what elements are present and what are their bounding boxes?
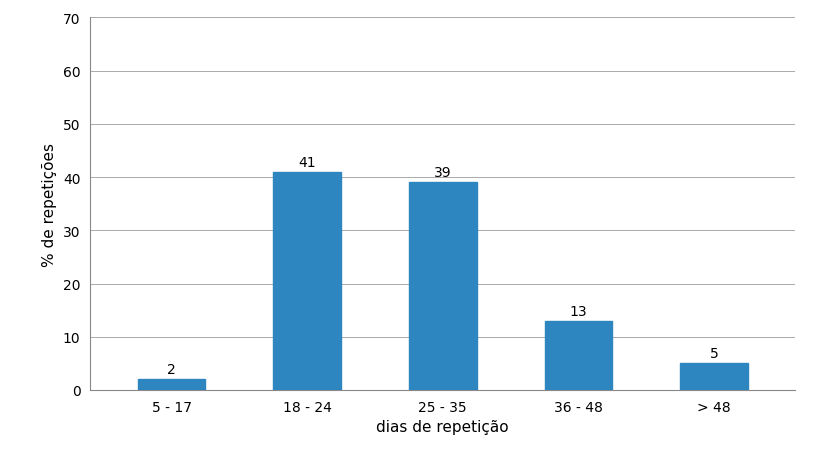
X-axis label: dias de repetição: dias de repetição [376,420,509,434]
Text: 39: 39 [433,166,451,180]
Text: 13: 13 [569,304,586,318]
Bar [138,380,206,390]
Text: 2: 2 [167,362,176,376]
Y-axis label: % de repetições: % de repetições [43,142,57,266]
Text: 5: 5 [708,347,717,360]
Bar [409,183,476,390]
Bar [679,364,747,390]
Bar [544,321,612,390]
Bar [273,173,341,390]
Text: 41: 41 [298,155,315,169]
